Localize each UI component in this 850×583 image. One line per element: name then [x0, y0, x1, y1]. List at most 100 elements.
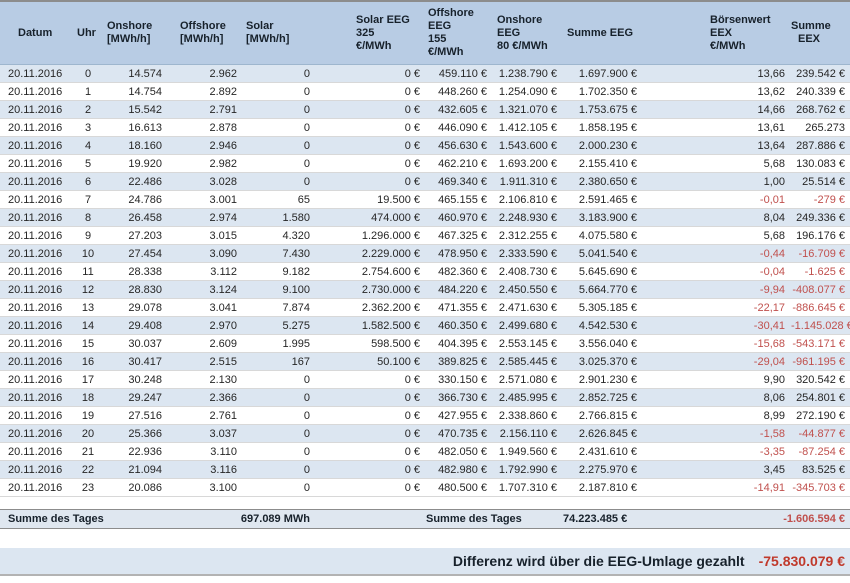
cell-uhr: 11: [82, 265, 94, 278]
cell-summe-eeg: 2.000.230 €: [578, 139, 637, 152]
cell-summe-eex: 130.083 €: [796, 157, 845, 170]
cell-boersenwert-eex: 14,66: [757, 103, 785, 116]
table-row: 20.11.2016 2 15.542 2.791 0 0 € 432.605 …: [0, 100, 850, 119]
cell-summe-eex: -1.625 €: [804, 265, 845, 278]
table-row: 20.11.2016 14 29.408 2.970 5.275 1.582.5…: [0, 316, 850, 335]
cell-summe-eeg: 3.556.040 €: [578, 337, 637, 350]
cell-offshore-mwh: 3.100: [209, 481, 237, 494]
cell-onshore-mwh: 18.160: [128, 139, 162, 152]
table-row: 20.11.2016 10 27.454 3.090 7.430 2.229.0…: [0, 244, 850, 263]
cell-datum: 20.11.2016: [8, 193, 63, 206]
cell-solar-mwh: 0: [303, 427, 310, 440]
cell-solar-eeg: 598.500 €: [371, 337, 420, 350]
cell-summe-eeg: 4.075.580 €: [578, 229, 637, 242]
cell-solar-mwh: 7.430: [282, 247, 310, 260]
cell-boersenwert-eex: 13,64: [757, 139, 785, 152]
cell-onshore-mwh: 21.094: [128, 463, 162, 476]
cell-onshore-eeg: 1.321.070 €: [498, 103, 557, 116]
cell-uhr: 21: [81, 445, 95, 458]
cell-summe-eeg: 1.753.675 €: [578, 103, 637, 116]
eeg-eex-table: Datum Uhr Onshore [MWh/h] Offshore [MWh/…: [0, 0, 850, 497]
cell-summe-eex: 272.190 €: [796, 409, 845, 422]
cell-summe-eeg: 3.183.900 €: [578, 211, 637, 224]
cell-onshore-mwh: 19.920: [128, 157, 162, 170]
daily-sum-mwh-total: 697.089 MWh: [240, 513, 310, 525]
cell-solar-eeg: 2.362.200 €: [361, 301, 420, 314]
cell-boersenwert-eex: -30,41: [753, 319, 785, 332]
column-header-datum: Datum: [0, 1, 70, 65]
cell-summe-eeg: 3.025.370 €: [578, 355, 637, 368]
table-row: 20.11.2016 19 27.516 2.761 0 0 € 427.955…: [0, 407, 850, 425]
table-header: Datum Uhr Onshore [MWh/h] Offshore [MWh/…: [0, 1, 850, 65]
cell-onshore-eeg: 2.312.255 €: [498, 229, 557, 242]
cell-offshore-mwh: 2.982: [209, 157, 237, 170]
cell-onshore-eeg: 2.471.630 €: [498, 301, 557, 314]
cell-onshore-mwh: 22.486: [128, 175, 162, 188]
cell-solar-mwh: 0: [303, 121, 310, 134]
cell-solar-eeg: 474.000 €: [371, 211, 420, 224]
cell-offshore-mwh: 2.878: [209, 121, 237, 134]
cell-summe-eex: 240.339 €: [796, 85, 845, 98]
cell-offshore-eeg: 404.395 €: [438, 337, 487, 350]
cell-solar-mwh: 0: [303, 409, 310, 422]
cell-offshore-eeg: 478.950 €: [438, 247, 487, 260]
cell-solar-mwh: 9.100: [282, 283, 310, 296]
cell-boersenwert-eex: 8,04: [763, 211, 785, 224]
cell-summe-eeg: 2.187.810 €: [578, 481, 637, 494]
cell-datum: 20.11.2016: [8, 67, 63, 80]
cell-onshore-mwh: 16.613: [128, 121, 162, 134]
cell-solar-eeg: 2.730.000 €: [361, 283, 420, 296]
table-row: 20.11.2016 6 22.486 3.028 0 0 € 469.340 …: [0, 172, 850, 191]
cell-onshore-eeg: 2.338.860 €: [498, 409, 557, 422]
cell-uhr: 13: [81, 301, 95, 314]
table-row: 20.11.2016 17 30.248 2.130 0 0 € 330.150…: [0, 371, 850, 389]
cell-uhr: 16: [81, 355, 95, 368]
cell-summe-eex: 268.762 €: [796, 103, 845, 116]
cell-offshore-mwh: 2.962: [209, 67, 237, 80]
column-header-offshore-eeg: Offshore EEG 155 €/MWh: [426, 1, 493, 65]
cell-onshore-eeg: 1.693.200 €: [498, 157, 557, 170]
cell-uhr: 6: [84, 175, 92, 188]
cell-onshore-eeg: 1.238.790 €: [498, 67, 557, 80]
cell-onshore-eeg: 1.543.600 €: [498, 139, 557, 152]
cell-solar-eeg: 0 €: [404, 427, 420, 440]
cell-summe-eeg: 4.542.530 €: [578, 319, 637, 332]
cell-onshore-mwh: 22.936: [128, 445, 162, 458]
column-header-offshore-mwh: Offshore [MWh/h]: [168, 1, 243, 65]
table-row: 20.11.2016 9 27.203 3.015 4.320 1.296.00…: [0, 227, 850, 245]
cell-summe-eeg: 2.901.230 €: [578, 373, 637, 386]
cell-boersenwert-eex: 13,66: [757, 67, 785, 80]
cell-offshore-eeg: 465.155 €: [438, 193, 487, 206]
cell-onshore-eeg: 2.485.995 €: [498, 391, 557, 404]
cell-onshore-eeg: 1.412.105 €: [498, 121, 557, 134]
cell-onshore-mwh: 27.203: [128, 229, 162, 242]
cell-offshore-eeg: 470.735 €: [438, 427, 487, 440]
cell-offshore-eeg: 459.110 €: [438, 67, 487, 80]
cell-boersenwert-eex: -0,04: [759, 265, 785, 278]
table-row: 20.11.2016 8 26.458 2.974 1.580 474.000 …: [0, 208, 850, 227]
header-row: Datum Uhr Onshore [MWh/h] Offshore [MWh/…: [0, 1, 850, 65]
cell-uhr: 9: [84, 229, 92, 242]
daily-sum-eex-total: -1.606.594 €: [783, 513, 845, 525]
cell-solar-eeg: 0 €: [404, 103, 420, 116]
cell-summe-eeg: 2.431.610 €: [578, 445, 637, 458]
cell-offshore-eeg: 484.220 €: [438, 283, 487, 296]
cell-solar-eeg: 0 €: [404, 121, 420, 134]
cell-summe-eex: -886.645 €: [792, 301, 845, 314]
cell-uhr: 22: [81, 463, 95, 476]
cell-offshore-eeg: 467.325 €: [438, 229, 487, 242]
cell-offshore-mwh: 2.609: [209, 337, 237, 350]
cell-onshore-mwh: 24.786: [128, 193, 162, 206]
cell-onshore-eeg: 2.248.930 €: [498, 211, 557, 224]
cell-solar-eeg: 1.296.000 €: [361, 229, 420, 242]
cell-solar-eeg: 0 €: [404, 157, 420, 170]
cell-onshore-mwh: 30.417: [128, 355, 162, 368]
cell-solar-eeg: 0 €: [404, 481, 420, 494]
cell-onshore-eeg: 1.707.310 €: [498, 481, 557, 494]
cell-summe-eex: -408.077 €: [792, 283, 845, 296]
table-row: 20.11.2016 20 25.366 3.037 0 0 € 470.735…: [0, 424, 850, 443]
cell-solar-mwh: 0: [303, 481, 310, 494]
cell-uhr: 19: [81, 409, 95, 422]
cell-onshore-eeg: 2.571.080 €: [498, 373, 557, 386]
cell-summe-eex: 196.176 €: [796, 229, 845, 242]
